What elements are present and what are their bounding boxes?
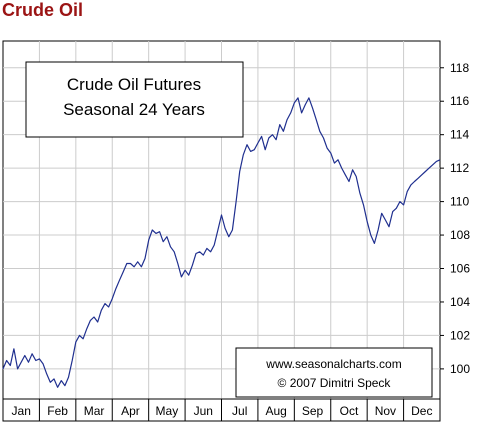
x-tick-label: Jul [232,404,247,418]
y-tick-label: 110 [450,195,469,209]
x-tick-label: Mar [84,404,105,418]
y-tick-label: 116 [450,94,469,108]
y-axis-labels: 100 102 104 106 108 110 112 114 116 118 [450,61,470,376]
chart-title-line-1: Crude Oil Futures [67,75,201,94]
x-axis-labels: Jan Feb Mar Apr May Jun Jul Aug Sep Oct Nov Dec [12,404,433,418]
x-tick-label: Aug [265,404,286,418]
credit-author: © 2007 Dimitri Speck [278,376,392,390]
page-title: Crude Oil [2,0,84,20]
chart-title-box: Crude Oil Futures Seasonal 24 Years [25,61,244,138]
y-tick-label: 100 [450,362,470,376]
credit-website: www.seasonalcharts.com [265,357,401,371]
x-tick-label: May [156,404,179,418]
y-tick-label: 108 [450,228,470,242]
x-tick-label: Jun [194,404,213,418]
month-dividers [38,399,405,421]
x-tick-label: Nov [375,404,396,418]
x-tick-label: Sep [302,404,324,418]
title-box-frame [25,61,244,138]
x-tick-label: Feb [47,404,68,418]
credit-box: www.seasonalcharts.com © 2007 Dimitri Sp… [235,347,433,398]
y-tick-label: 114 [450,128,469,142]
y-tick-label: 112 [450,161,469,175]
series-line [2,97,441,388]
y-tick-label: 106 [450,262,470,276]
x-tick-label: Dec [411,404,432,418]
y-tick-label: 102 [450,328,470,342]
x-tick-label: Apr [121,404,140,418]
y-tick-label: 104 [450,295,470,309]
credit-box-frame [235,347,433,398]
chart-title-line-2: Seasonal 24 Years [63,100,205,119]
x-tick-label: Oct [340,404,359,418]
y-tick-label: 118 [450,61,469,75]
x-tick-label: Jan [12,404,31,418]
